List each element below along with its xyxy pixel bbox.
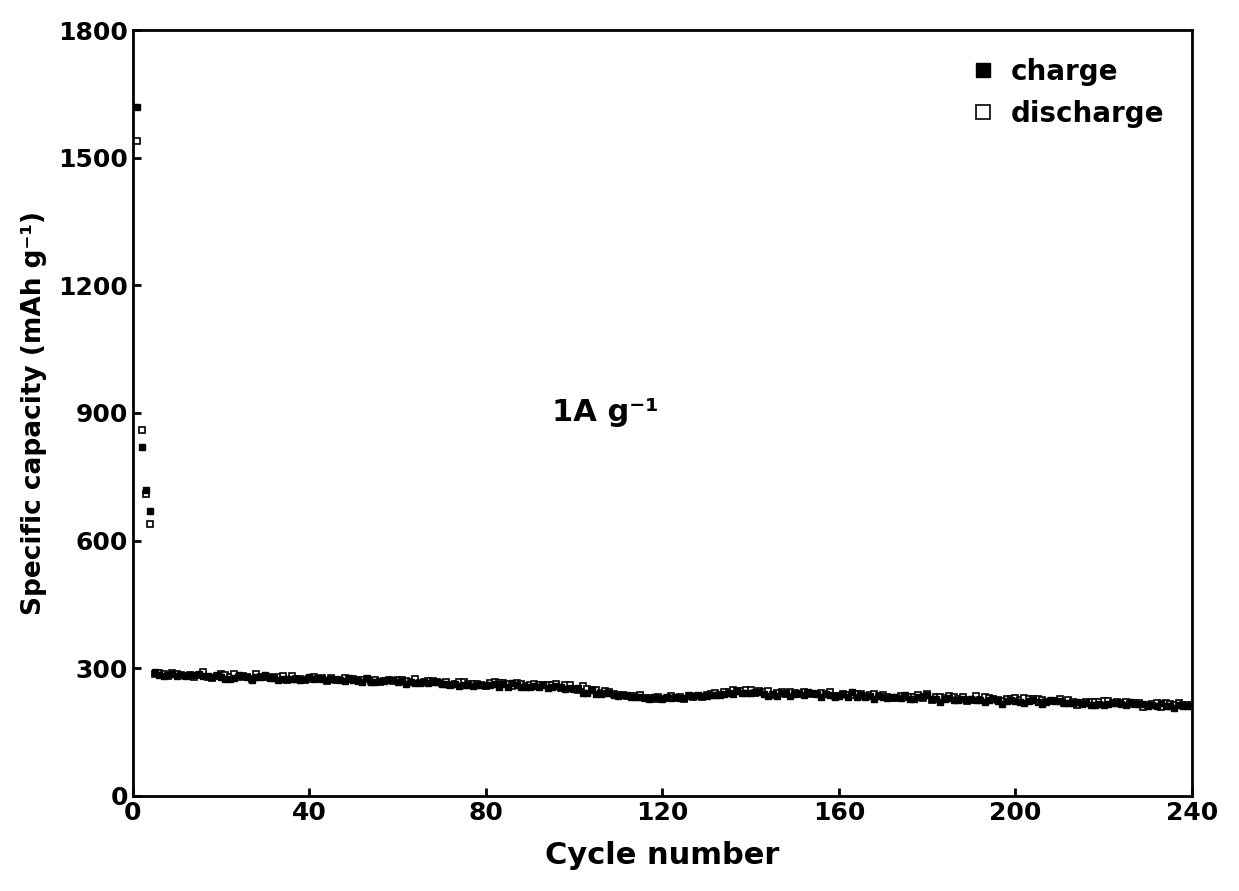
discharge — [297, 674, 312, 685]
Line: charge: charge — [134, 103, 1196, 711]
discharge — [828, 691, 843, 701]
charge — [487, 678, 502, 689]
discharge — [487, 676, 502, 687]
discharge — [1154, 702, 1168, 713]
discharge — [1184, 699, 1199, 710]
discharge — [201, 672, 216, 683]
X-axis label: Cycle number: Cycle number — [545, 841, 779, 871]
charge — [130, 102, 145, 112]
charge — [1110, 698, 1125, 708]
Y-axis label: Specific capacity (mAh g⁻¹): Specific capacity (mAh g⁻¹) — [21, 211, 47, 615]
discharge — [130, 135, 145, 146]
charge — [297, 674, 312, 685]
Line: discharge: discharge — [134, 138, 1196, 710]
Legend: charge, discharge: charge, discharge — [955, 45, 1178, 142]
charge — [1184, 700, 1199, 711]
discharge — [173, 669, 188, 680]
charge — [1167, 702, 1182, 713]
charge — [201, 671, 216, 682]
Text: 1A g⁻¹: 1A g⁻¹ — [553, 398, 659, 428]
charge — [173, 669, 188, 680]
charge — [828, 691, 843, 702]
discharge — [1110, 697, 1125, 707]
